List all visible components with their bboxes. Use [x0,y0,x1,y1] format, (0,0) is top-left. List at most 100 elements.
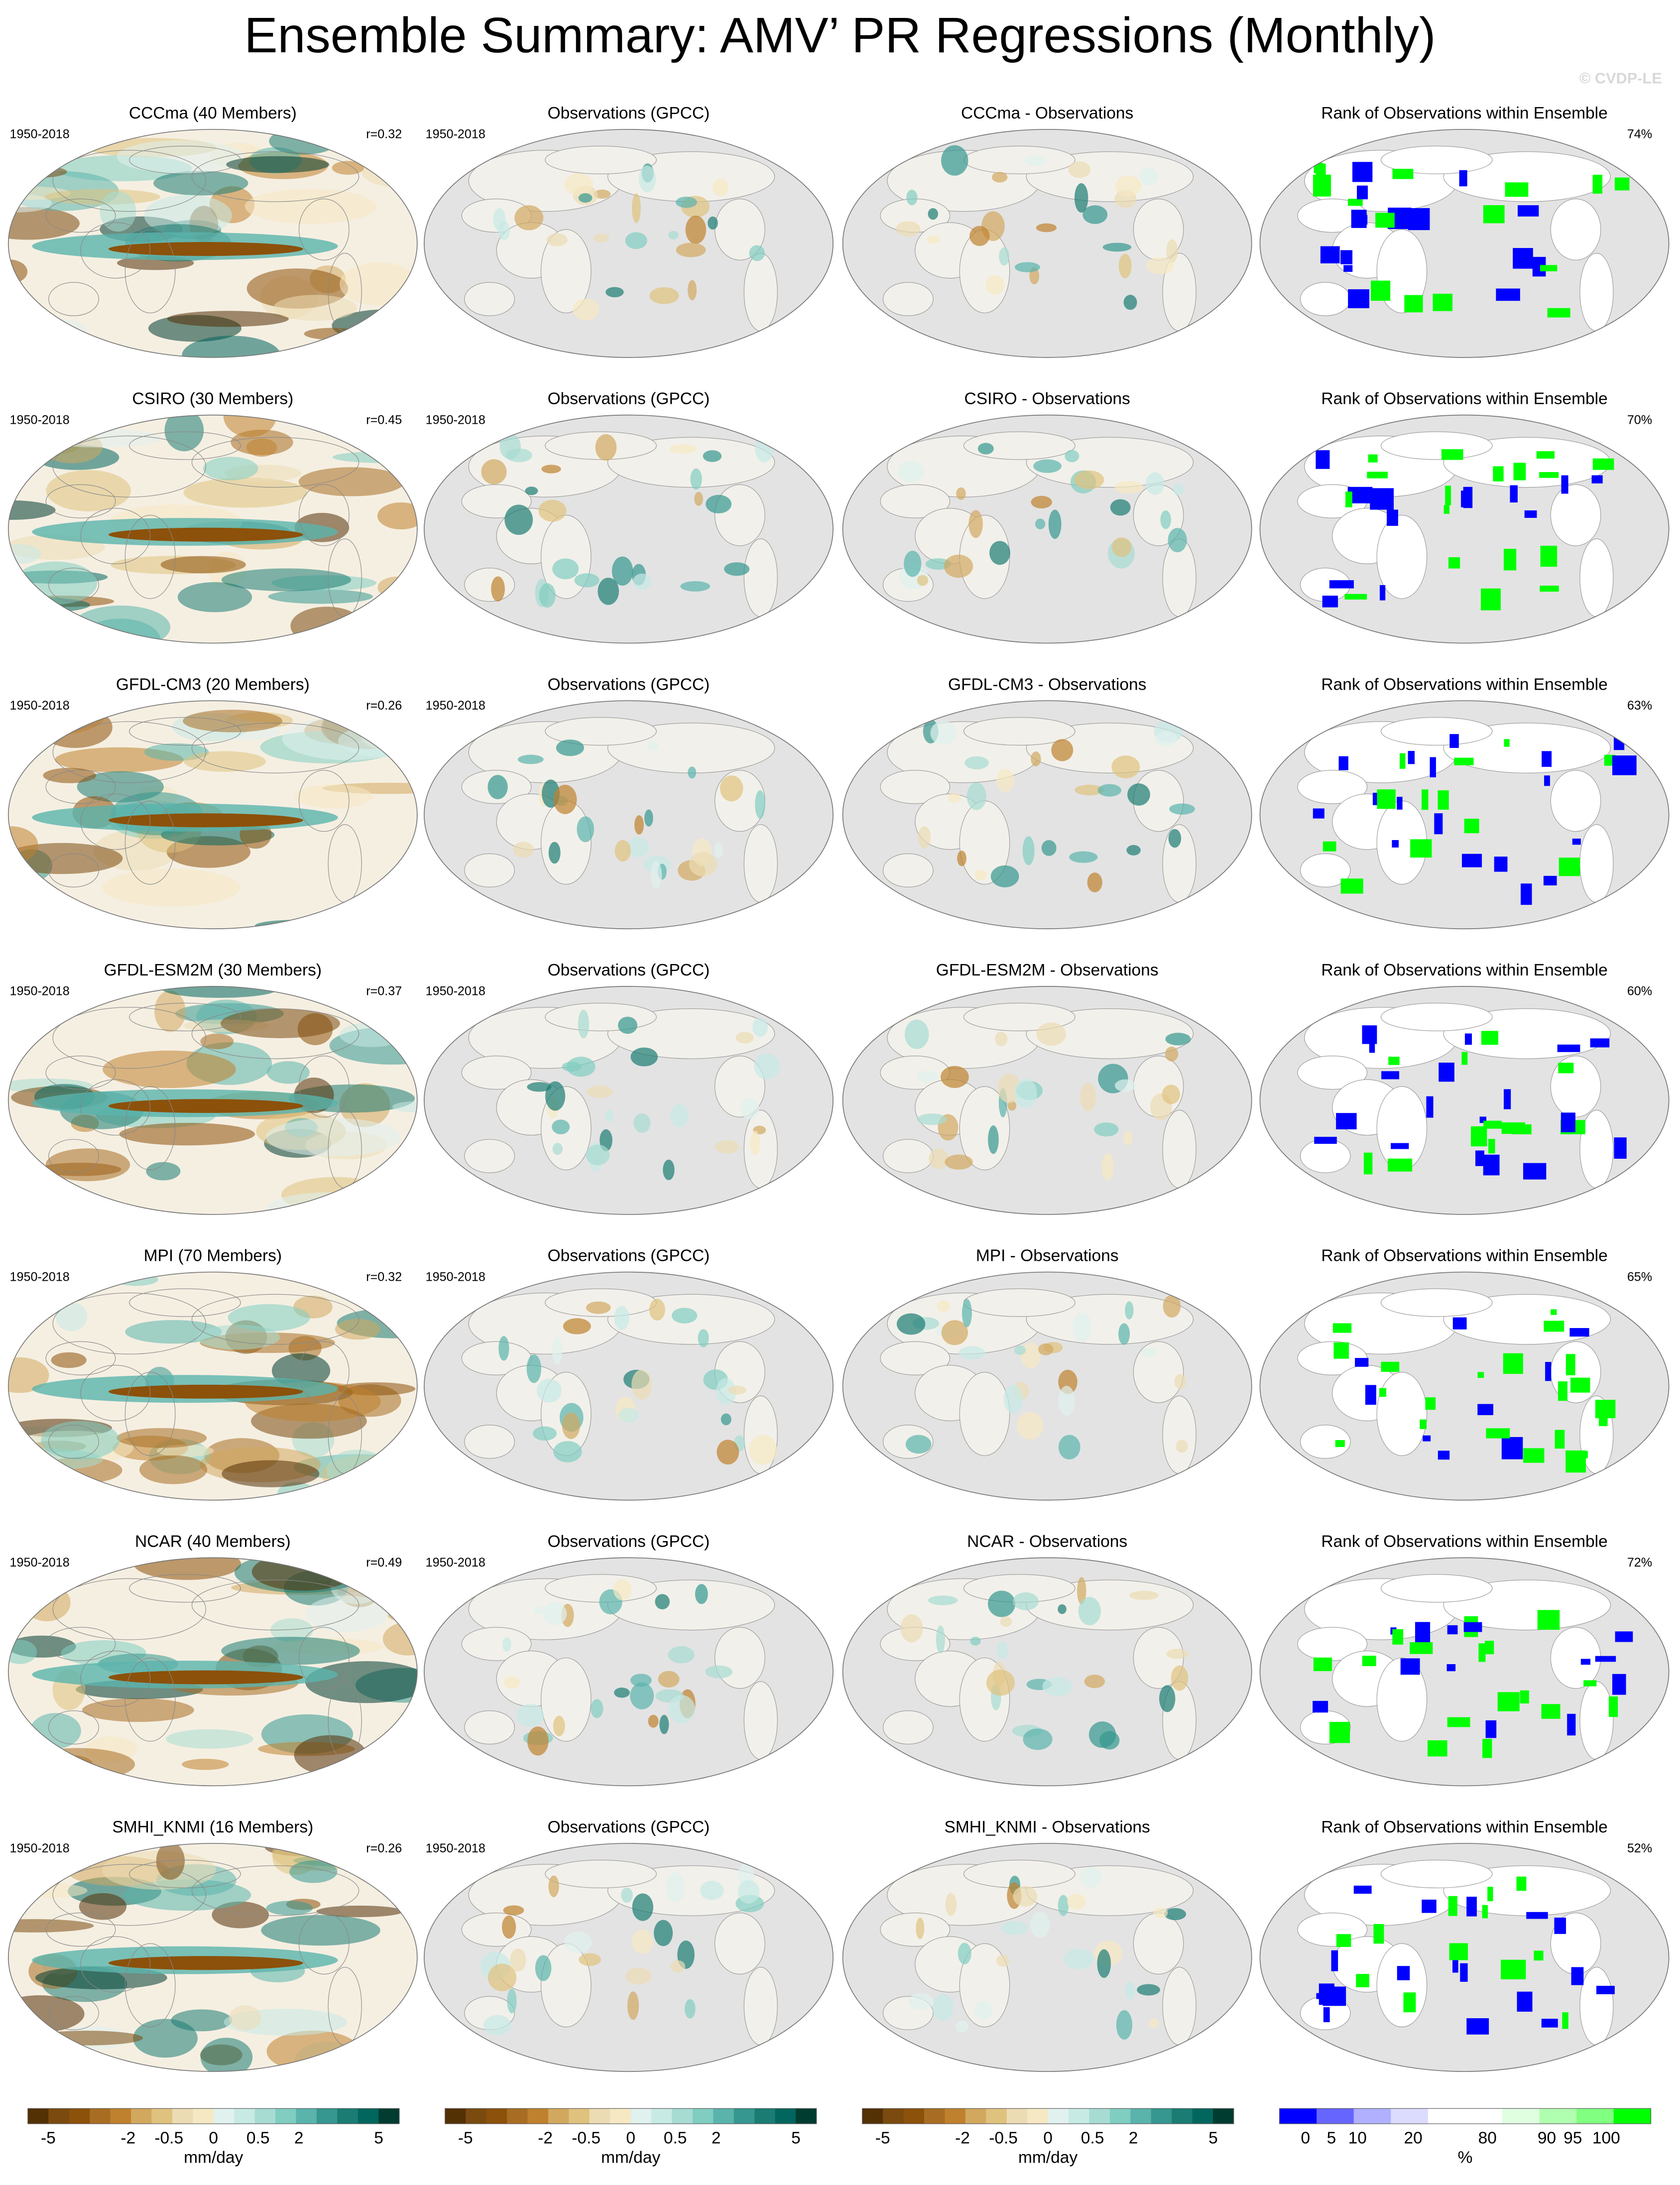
panel-title: Observations (GPCC) [548,1247,710,1265]
land-pattern [564,1931,592,1953]
colorbar-label: 80 [1478,2129,1497,2148]
land [545,145,657,174]
land-pattern [1115,175,1141,197]
land-pattern [578,1009,590,1039]
colorbar-box [1279,2108,1318,2124]
land [1300,1139,1351,1173]
land [191,1579,360,1631]
pattern [270,1618,313,1642]
land-pattern [985,275,1005,295]
land [743,252,778,332]
land-pattern [505,448,532,463]
land-pattern [1162,1085,1181,1104]
pattern [45,1148,130,1182]
pattern [357,1207,403,1214]
land [298,1341,350,1403]
land-pattern [556,739,584,756]
colorbar-border [1279,2108,1651,2124]
panel-title: NCAR - Observations [967,1532,1127,1551]
pattern [244,189,376,224]
colorbar-box [316,2108,338,2124]
land-pattern [958,1942,971,1964]
colorbar-box [90,2108,111,2124]
land [1550,198,1601,260]
land-pattern [1129,1590,1159,1600]
land-pattern [586,1144,610,1166]
land-pattern [957,850,966,866]
pattern [305,1661,417,1703]
land-pattern [503,1905,524,1916]
rank-cell [1534,1950,1544,1961]
land-pattern [1078,1597,1101,1625]
land-pattern [621,1887,633,1903]
rank-cell [1464,819,1479,834]
rank-cell [1331,1950,1338,1971]
panel-title: Observations (GPCC) [548,1532,710,1551]
colorbar-box [1613,2108,1652,2124]
map-panel [424,129,834,358]
land [545,1859,657,1888]
colorbar-border [27,2108,400,2124]
rank-cell [1446,1664,1456,1672]
colorbar-box [1006,2108,1028,2124]
rank-cell [1348,289,1369,308]
pattern [266,1901,313,1916]
land [1579,252,1614,332]
land-pattern [1074,183,1088,213]
land-pattern [685,215,707,244]
rank-cell [1410,1642,1433,1654]
rank-cell [1373,1924,1384,1944]
land-pattern [593,233,609,243]
rank-cell [1447,1717,1470,1727]
land-pattern [669,444,698,454]
rank-cell [1614,1137,1627,1159]
land [191,1008,360,1059]
rank-cell [1322,1986,1346,2006]
panel-title: Rank of Observations within Ensemble [1321,1247,1607,1265]
pattern [273,295,358,321]
pattern [203,457,258,481]
land-pattern [1030,1912,1050,1938]
rank-cell [1338,756,1348,770]
rank-cell [1540,545,1558,567]
pattern [8,1189,82,1214]
rank-cell [1426,1096,1434,1118]
land-pattern [1021,1342,1041,1368]
colorbar-label: 2 [1129,2129,1138,2148]
land-pattern [684,1999,696,2019]
rank-cell [1452,1955,1458,1973]
land-pattern [1176,1440,1188,1453]
land-pattern [1000,1921,1028,1935]
colorbar-box [1109,2108,1131,2124]
pattern [46,470,131,511]
land-pattern [1031,495,1052,509]
land-pattern [703,450,722,462]
colorbar-label: -5 [458,2129,473,2148]
pattern [316,1905,403,1918]
land-pattern [995,1032,1008,1046]
rank-cell [1340,878,1363,894]
correlation: r=0.32 [366,1270,402,1284]
panel-title: GFDL-CM3 - Observations [948,675,1146,694]
pattern [332,161,364,175]
land-pattern [996,1641,1009,1659]
rank-cell [1487,1887,1493,1902]
land [80,1936,151,1993]
land [191,1865,360,1916]
rank-cell [1478,1643,1486,1662]
land-pattern [666,1872,685,1903]
land-pattern [1127,783,1150,806]
pattern [294,1735,367,1775]
map-panel [1260,1843,1669,2072]
land [124,515,176,599]
pattern [261,1915,380,1946]
rank-cell [1397,797,1403,810]
colorbar-box [672,2108,693,2124]
colorbar-box [27,2108,49,2124]
land-pattern [659,1714,669,1734]
rank-cell [1408,751,1415,764]
land-pattern [996,1954,1010,1967]
pattern [8,1919,94,1933]
land-pattern [1164,1908,1187,1921]
colorbar-box [1576,2108,1614,2124]
